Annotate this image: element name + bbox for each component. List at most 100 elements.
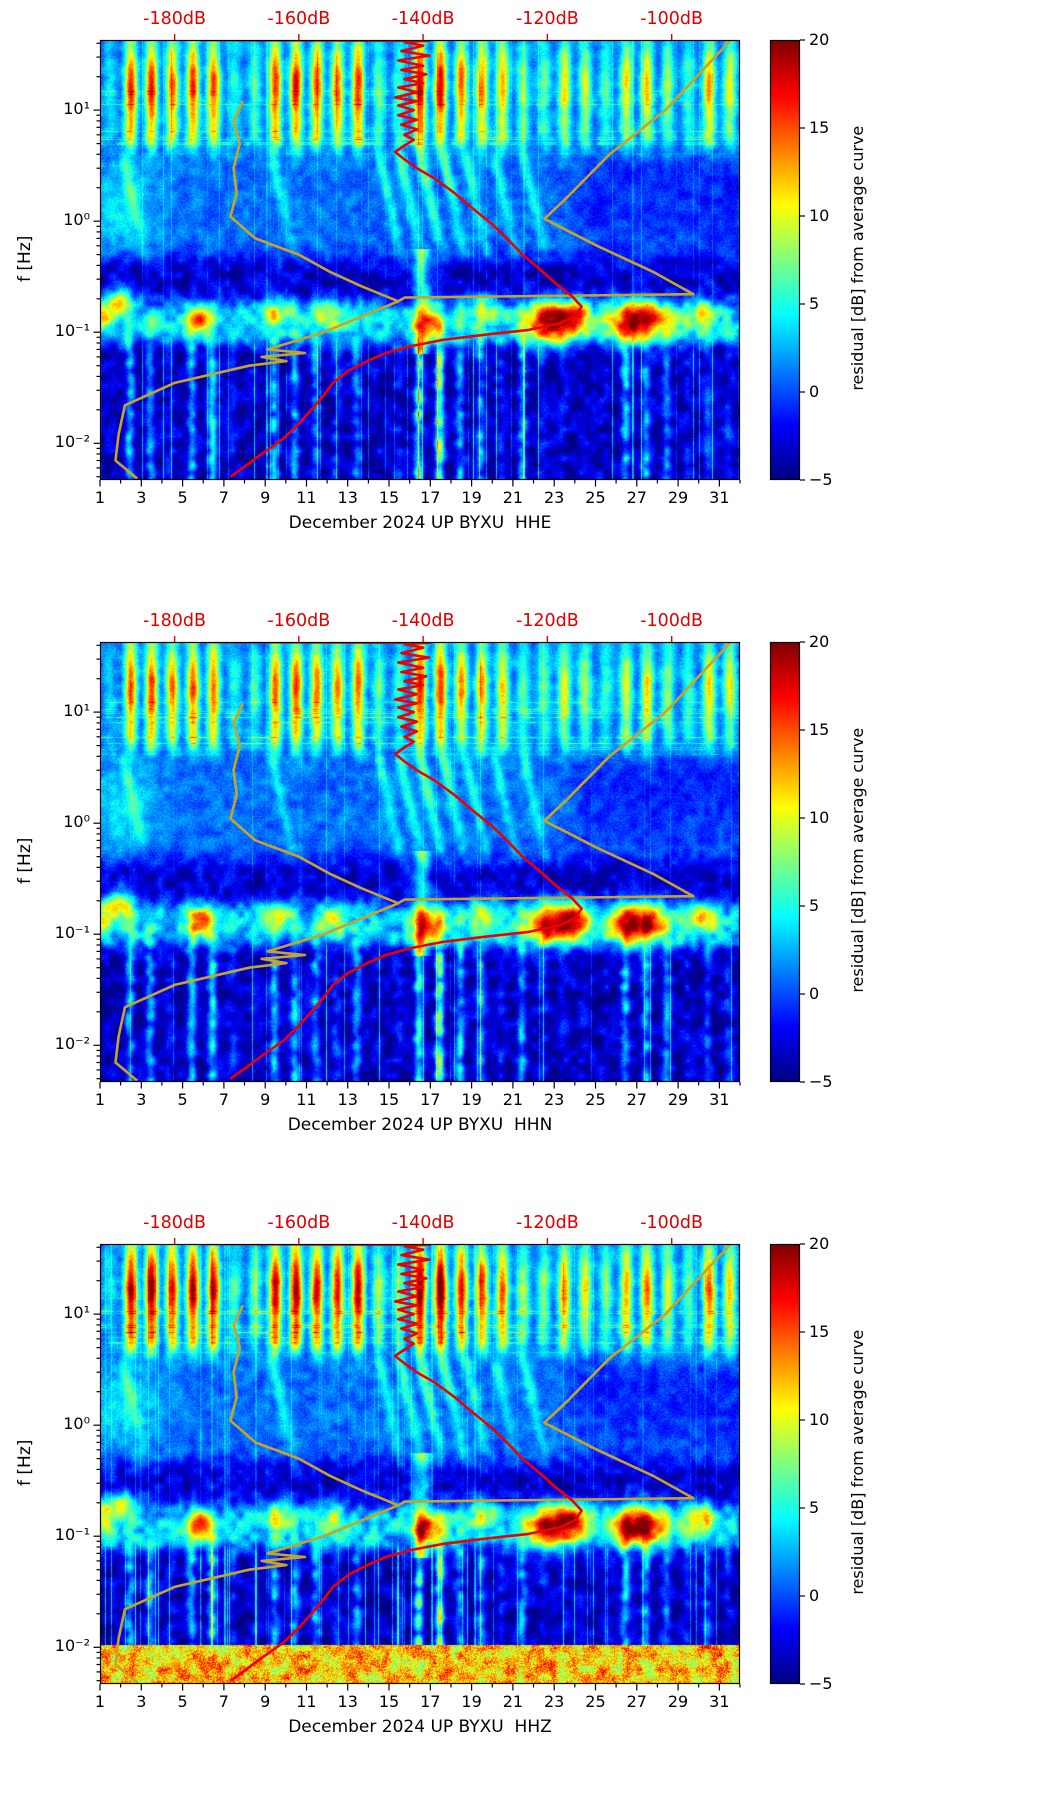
- x-tick-label: 3: [136, 1692, 147, 1711]
- x-axis-title: December 2024 UP BYXU HHN: [287, 1115, 553, 1135]
- top-axis-label--140: -140dB: [391, 611, 455, 631]
- x-tick-label: 13: [337, 1692, 358, 1711]
- top-axis-label--140: -140dB: [391, 1213, 455, 1233]
- spectrogram-heatmap-hhz: [100, 1244, 740, 1684]
- x-tick-label: 25: [585, 1692, 606, 1711]
- x-tick-label: 11: [296, 1692, 317, 1711]
- x-tick-label: 27: [626, 1692, 647, 1711]
- x-tick-label: 3: [136, 1090, 147, 1109]
- x-tick-label: 5: [177, 1692, 188, 1711]
- colorbar-tick-label: 5: [809, 1498, 820, 1517]
- x-tick-label: 13: [337, 488, 358, 507]
- spectrogram-heatmap-hhe: [100, 40, 740, 480]
- colorbar-hhn: [770, 642, 800, 1082]
- colorbar-tick-label: 0: [809, 1586, 820, 1605]
- x-tick-label: 19: [461, 488, 482, 507]
- top-axis-label--140: -140dB: [391, 9, 455, 29]
- x-axis-title: December 2024 UP BYXU HHZ: [288, 1717, 552, 1737]
- x-tick-label: 23: [544, 1090, 565, 1109]
- panel-hhn: -180dB -160dB -140dB -120dB -100dB 10¹ 10⁰ 10⁻¹…: [0, 602, 1052, 1204]
- colorbar-tick-label: 20: [809, 30, 830, 49]
- y-tick-label: 10⁻²: [54, 1034, 90, 1054]
- x-tick-label: 29: [667, 1090, 689, 1109]
- top-axis-label--180: -180dB: [143, 611, 206, 631]
- panel-hhz: -180dB -160dB -140dB -120dB -100dB 10¹ 10⁰ 10⁻¹…: [0, 1204, 1052, 1806]
- colorbar-hhz: [770, 1244, 800, 1684]
- colorbar-tick-label: 15: [809, 1322, 830, 1341]
- x-tick-label: 19: [461, 1090, 482, 1109]
- x-tick-label: 25: [585, 488, 606, 507]
- y-tick-label: 10¹: [63, 99, 90, 119]
- x-tick-label: 17: [420, 488, 441, 507]
- x-tick-label: 21: [502, 488, 524, 507]
- x-tick-label: 21: [502, 1692, 524, 1711]
- x-tick-label: 11: [296, 488, 317, 507]
- x-tick-label: 27: [626, 488, 647, 507]
- y-tick-label: 10⁰: [63, 812, 90, 832]
- colorbar-tick-label: 15: [809, 118, 830, 137]
- top-axis-label--100: -100dB: [640, 1213, 704, 1233]
- x-tick-label: 31: [709, 1090, 730, 1109]
- x-tick-label: 1: [94, 1692, 106, 1711]
- colorbar-title: residual [dB] from average curve: [847, 125, 867, 391]
- y-axis-title: f [Hz]: [15, 235, 36, 282]
- top-axis-label--160: -160dB: [267, 611, 331, 631]
- colorbar-tick-label: 10: [809, 1410, 830, 1429]
- colorbar-tick-label: 5: [809, 294, 820, 313]
- x-tick-label: 3: [136, 488, 147, 507]
- y-tick-label: 10⁻¹: [54, 321, 90, 341]
- x-tick-label: 15: [378, 488, 400, 507]
- x-tick-label: 5: [177, 1090, 188, 1109]
- y-tick-label: 10⁻²: [54, 1636, 90, 1656]
- colorbar-tick-label: −5: [809, 1674, 833, 1693]
- colorbar-hhe: [770, 40, 800, 480]
- x-tick-label: 7: [218, 1692, 229, 1711]
- x-tick-label: 7: [218, 1090, 229, 1109]
- top-axis-label--120: -120dB: [515, 1213, 579, 1233]
- x-tick-label: 17: [420, 1090, 441, 1109]
- x-tick-label: 25: [585, 1090, 606, 1109]
- colorbar-title: residual [dB] from average curve: [847, 1329, 867, 1595]
- x-tick-label: 13: [337, 1090, 358, 1109]
- x-tick-label: 9: [260, 1692, 271, 1711]
- y-tick-label: 10⁻¹: [54, 923, 90, 943]
- y-axis-title: f [Hz]: [15, 837, 36, 884]
- top-axis-label--160: -160dB: [267, 9, 331, 29]
- x-tick-label: 19: [461, 1692, 482, 1711]
- colorbar-title: residual [dB] from average curve: [847, 727, 867, 993]
- x-axis-title: December 2024 UP BYXU HHE: [288, 513, 552, 533]
- y-tick-label: 10⁰: [63, 210, 90, 230]
- top-axis-label--120: -120dB: [515, 611, 579, 631]
- x-tick-label: 11: [296, 1090, 317, 1109]
- colorbar-tick-label: 20: [809, 632, 830, 651]
- x-tick-label: 9: [260, 488, 271, 507]
- x-tick-label: 9: [260, 1090, 271, 1109]
- x-tick-label: 5: [177, 488, 188, 507]
- colorbar-tick-label: 15: [809, 720, 830, 739]
- y-tick-label: 10⁻¹: [54, 1525, 90, 1545]
- colorbar-tick-label: 10: [809, 206, 830, 225]
- x-tick-label: 7: [218, 488, 229, 507]
- x-tick-label: 1: [94, 1090, 106, 1109]
- colorbar-tick-label: 20: [809, 1234, 830, 1253]
- top-axis-label--120: -120dB: [515, 9, 579, 29]
- x-tick-label: 23: [544, 1692, 565, 1711]
- x-tick-label: 15: [378, 1090, 400, 1109]
- x-tick-label: 29: [667, 488, 689, 507]
- top-axis-label--100: -100dB: [640, 611, 704, 631]
- x-tick-label: 27: [626, 1090, 647, 1109]
- x-tick-label: 1: [94, 488, 106, 507]
- colorbar-tick-label: −5: [809, 1072, 833, 1091]
- colorbar-tick-label: −5: [809, 470, 833, 489]
- x-tick-label: 31: [709, 1692, 730, 1711]
- x-tick-label: 21: [502, 1090, 524, 1109]
- colorbar-tick-label: 0: [809, 382, 820, 401]
- x-tick-label: 29: [667, 1692, 689, 1711]
- x-tick-label: 31: [709, 488, 730, 507]
- top-axis-label--180: -180dB: [143, 9, 206, 29]
- y-tick-label: 10¹: [63, 1303, 90, 1323]
- top-axis-label--180: -180dB: [143, 1213, 206, 1233]
- colorbar-tick-label: 0: [809, 984, 820, 1003]
- top-axis-label--160: -160dB: [267, 1213, 331, 1233]
- x-tick-label: 17: [420, 1692, 441, 1711]
